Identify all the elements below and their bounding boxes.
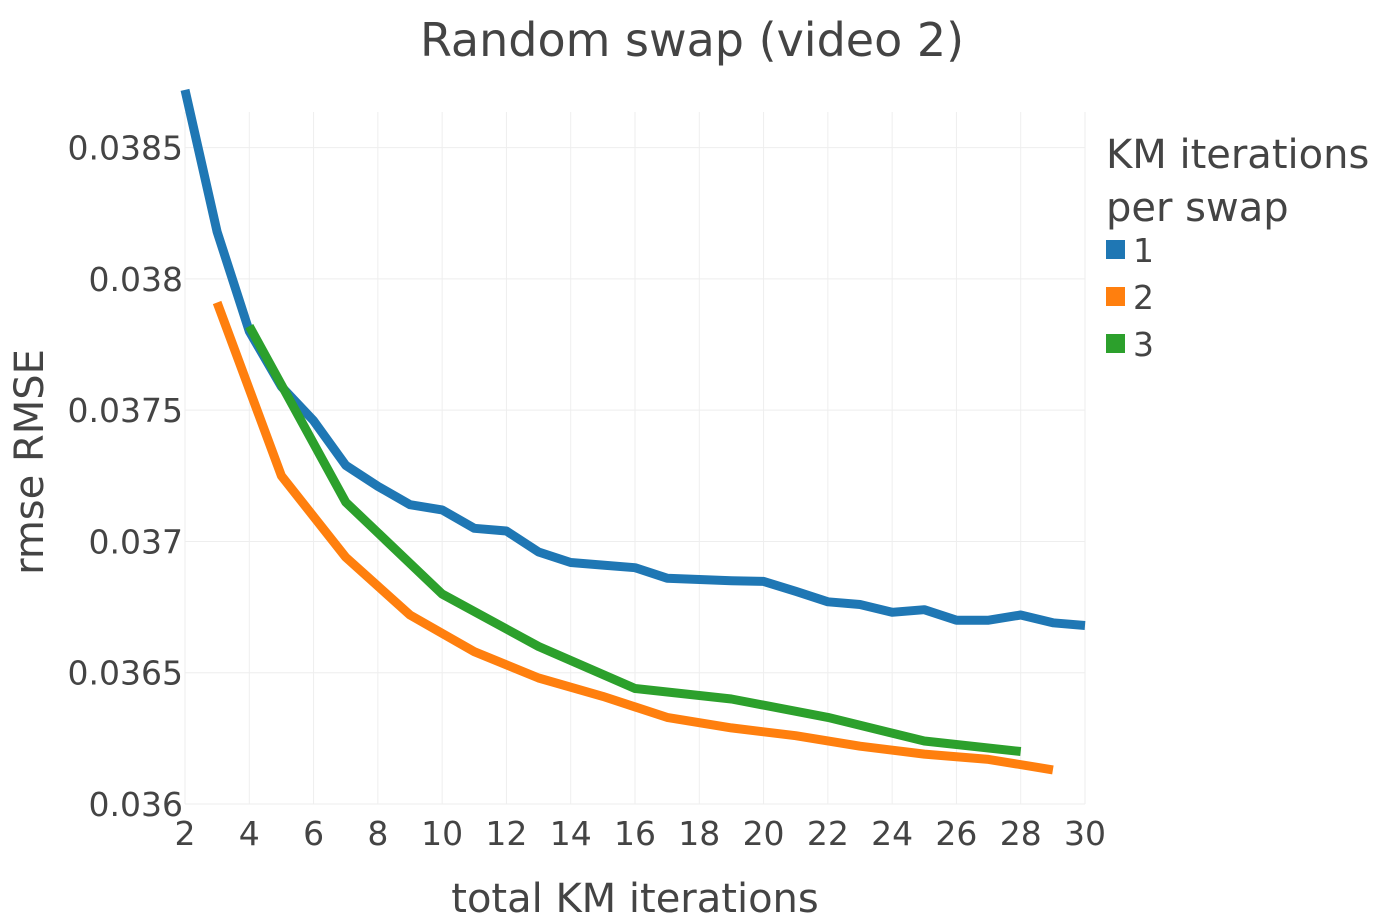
x-tick-label: 4 xyxy=(239,814,260,853)
x-tick-label: 28 xyxy=(1000,814,1042,853)
y-tick-label: 0.0375 xyxy=(68,391,183,430)
legend-label-2: 2 xyxy=(1133,278,1154,317)
x-tick-label: 16 xyxy=(614,814,656,853)
x-tick-label: 30 xyxy=(1064,814,1106,853)
legend-title-line-2: per swap xyxy=(1106,185,1289,231)
x-tick-label: 10 xyxy=(421,814,463,853)
x-tick-label: 2 xyxy=(175,814,196,853)
legend-label-3: 3 xyxy=(1133,325,1154,364)
legend-swatch-2 xyxy=(1106,287,1125,306)
x-tick-label: 12 xyxy=(485,814,527,853)
x-tick-label: 8 xyxy=(367,814,388,853)
x-tick-label: 26 xyxy=(935,814,977,853)
y-tick-label: 0.0385 xyxy=(68,129,183,168)
gridlines xyxy=(184,112,1086,805)
legend-items: 1 2 3 xyxy=(1106,231,1154,364)
legend-swatch-3 xyxy=(1106,334,1125,353)
x-tick-label: 14 xyxy=(550,814,592,853)
series-line-1 xyxy=(180,88,1086,630)
series-line-2 xyxy=(212,300,1054,775)
series-line-3 xyxy=(245,324,1022,756)
y-tick-label: 0.038 xyxy=(89,260,183,299)
y-tick-label: 0.0365 xyxy=(68,654,183,693)
legend-title-line-1: KM iterations xyxy=(1106,132,1369,178)
y-tick-label: 0.037 xyxy=(89,522,183,561)
x-tick-label: 6 xyxy=(303,814,324,853)
x-tick-label: 22 xyxy=(807,814,849,853)
x-tick-label: 20 xyxy=(743,814,785,853)
x-axis-ticks: 2 4 6 8 10 12 14 16 18 20 22 24 26 28 30 xyxy=(175,814,1107,853)
x-tick-label: 24 xyxy=(871,814,913,853)
legend-label-1: 1 xyxy=(1133,231,1154,270)
x-tick-label: 18 xyxy=(678,814,720,853)
legend-swatch-1 xyxy=(1106,240,1125,259)
chart-title: Random swap (video 2) xyxy=(420,13,964,67)
y-axis-title: rmse RMSE xyxy=(7,349,53,575)
series-lines xyxy=(180,88,1086,775)
legend: KM iterations per swap 1 2 3 xyxy=(1106,132,1369,364)
x-axis-title: total KM iterations xyxy=(451,876,818,922)
y-tick-label: 0.036 xyxy=(89,785,183,824)
y-axis-ticks: 0.036 0.0365 0.037 0.0375 0.038 0.0385 xyxy=(68,129,183,824)
